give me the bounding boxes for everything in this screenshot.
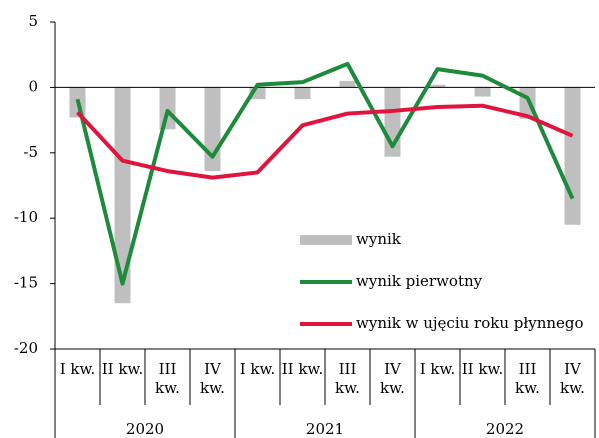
x-tick-label: IV kw. [560,360,585,397]
year-label: 2022 [486,420,524,438]
y-tick-label: -5 [23,143,38,161]
x-tick-label: I kw. [419,360,456,378]
bar [339,80,356,88]
legend-label: wynik [356,230,402,248]
x-tick-label: III kw. [155,360,180,397]
year-label: 2020 [126,420,164,438]
y-tick-label: 0 [28,77,38,95]
x-tick-label: III kw. [515,360,540,397]
x-tick-label: II kw. [461,360,504,378]
bar [429,84,446,88]
bar [294,87,311,100]
x-tick-label: I kw. [59,360,96,378]
line [75,61,575,286]
line [76,103,574,180]
legend-swatch [300,235,352,245]
y-tick-label: 5 [28,12,38,30]
year-label: 2021 [306,420,344,438]
x-tick-label: I kw. [239,360,276,378]
bar [474,87,491,97]
y-tick-label: -10 [14,208,38,226]
bar [564,87,581,225]
bar [159,87,176,130]
legend-label: wynik pierwotny [356,272,483,290]
legend-label: wynik w ujęciu roku płynnego [356,314,584,332]
y-tick-label: -20 [14,339,38,357]
x-tick-label: IV kw. [380,360,405,397]
bar [114,87,131,304]
x-tick-label: II kw. [101,360,144,378]
x-tick-label: II kw. [281,360,324,378]
y-tick-label: -15 [14,274,38,292]
x-tick-label: III kw. [335,360,360,397]
x-tick-label: IV kw. [200,360,225,397]
bar [249,87,266,100]
